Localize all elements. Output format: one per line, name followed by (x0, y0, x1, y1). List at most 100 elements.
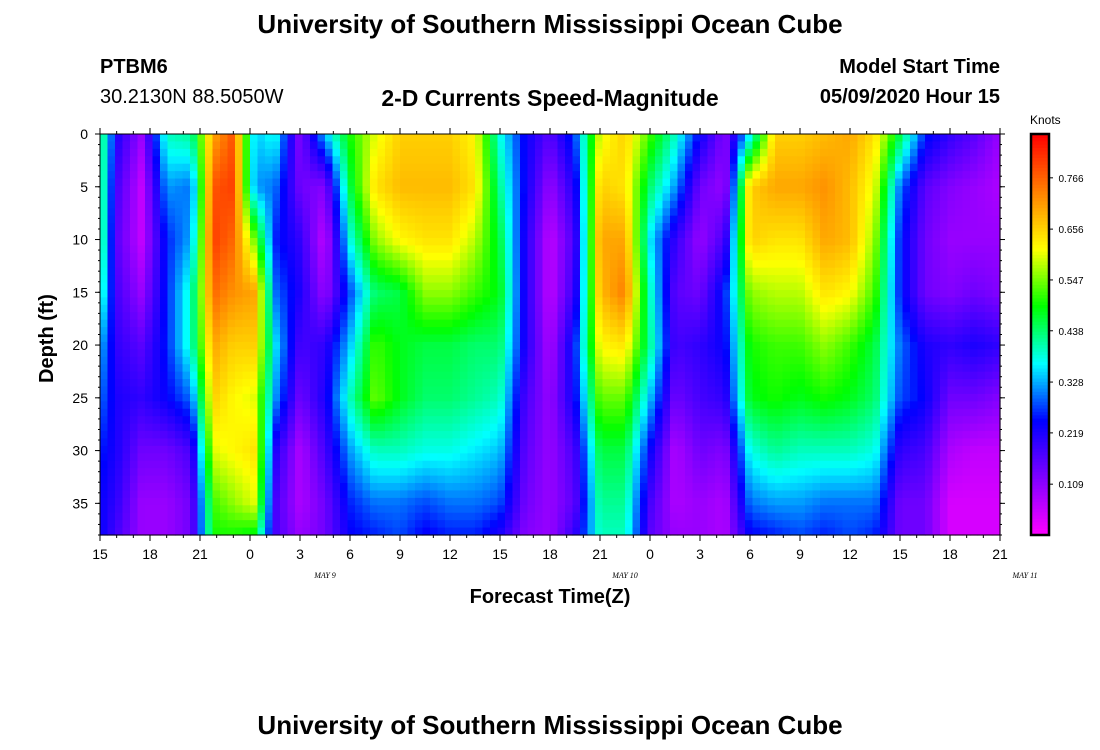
heatmap-cell (280, 237, 289, 246)
heatmap-cell (557, 356, 566, 365)
heatmap-cell (557, 304, 566, 313)
heatmap-cell (595, 252, 604, 261)
heatmap-cell (775, 468, 784, 477)
heatmap-cell (775, 289, 784, 298)
heatmap-cell (670, 490, 679, 499)
heatmap-cell (602, 289, 611, 298)
heatmap-cell (692, 245, 701, 254)
heatmap-cell (715, 520, 724, 529)
heatmap-cell (362, 379, 371, 388)
heatmap-cell (182, 416, 191, 425)
heatmap-cell (595, 185, 604, 195)
heatmap-cell (407, 200, 416, 209)
heatmap-cell (655, 245, 664, 254)
heatmap-cell (647, 416, 656, 425)
heatmap-cell (662, 252, 671, 261)
heatmap-cell (625, 148, 634, 157)
heatmap-cell (445, 252, 454, 261)
heatmap-cell (415, 163, 424, 172)
heatmap-cell (287, 438, 296, 447)
heatmap-cell (145, 445, 154, 454)
heatmap-cell (250, 230, 259, 239)
heatmap-cell (745, 237, 754, 246)
heatmap-cell (730, 512, 739, 521)
heatmap-cell (692, 408, 701, 417)
heatmap-cell (377, 497, 386, 506)
heatmap-cell (325, 438, 334, 447)
heatmap-cell (460, 260, 469, 269)
heatmap-cell (647, 171, 656, 180)
heatmap-cell (565, 371, 574, 380)
heatmap-cell (767, 445, 776, 454)
heatmap-cell (550, 193, 559, 202)
heatmap-cell (437, 393, 446, 402)
heatmap-cell (572, 416, 581, 425)
heatmap-cell (167, 163, 176, 172)
plot-title: 2-D Currents Speed-Magnitude (381, 85, 719, 111)
heatmap-cell (632, 401, 641, 410)
heatmap-cell (715, 349, 724, 358)
heatmap-cell (655, 215, 664, 224)
heatmap-cell (520, 215, 529, 224)
heatmap-cell (415, 230, 424, 239)
heatmap-cell (700, 505, 709, 514)
heatmap-cell (647, 512, 656, 521)
heatmap-cell (407, 453, 416, 462)
heatmap-cell (415, 200, 424, 209)
heatmap-cell (452, 416, 461, 425)
heatmap-cell (752, 260, 761, 269)
heatmap-cell (497, 423, 506, 432)
heatmap-cell (107, 327, 116, 336)
heatmap-cell (235, 185, 244, 195)
heatmap-cell (587, 386, 596, 395)
heatmap-cell (542, 386, 551, 395)
heatmap-cell (415, 416, 424, 425)
heatmap-cell (205, 252, 214, 261)
heatmap-cell (347, 453, 356, 462)
heatmap-cell (617, 275, 626, 284)
heatmap-cell (257, 297, 266, 306)
heatmap-cell (197, 379, 206, 388)
heatmap-cell (707, 505, 716, 514)
heatmap-cell (512, 423, 521, 432)
heatmap-cell (175, 468, 184, 477)
heatmap-cell (122, 223, 131, 232)
heatmap-cell (160, 431, 169, 440)
heatmap-cell (152, 356, 161, 365)
heatmap-cell (550, 460, 559, 469)
heatmap-cell (287, 386, 296, 395)
heatmap-cell (355, 349, 364, 358)
heatmap-cell (362, 475, 371, 484)
heatmap-cell (302, 185, 311, 195)
heatmap-cell (767, 275, 776, 284)
heatmap-cell (362, 356, 371, 365)
heatmap-cell (235, 319, 244, 328)
heatmap-cell (190, 215, 199, 224)
heatmap-cell (347, 134, 356, 143)
heatmap-cell (347, 156, 356, 165)
heatmap-cell (715, 200, 724, 209)
heatmap-cell (430, 445, 439, 454)
heatmap-cell (715, 267, 724, 276)
heatmap-cell (160, 349, 169, 358)
heatmap-cell (557, 156, 566, 165)
heatmap-cell (257, 163, 266, 172)
heatmap-cell (700, 475, 709, 484)
heatmap-cell (752, 512, 761, 521)
heatmap-cell (752, 408, 761, 417)
heatmap-cell (632, 260, 641, 269)
heatmap-cell (445, 527, 454, 536)
heatmap-cell (430, 289, 439, 298)
heatmap-cell (610, 468, 619, 477)
heatmap-cell (167, 312, 176, 321)
heatmap-cell (347, 527, 356, 536)
heatmap-cell (385, 208, 394, 217)
heatmap-cell (527, 163, 536, 172)
heatmap-cell (467, 230, 476, 239)
heatmap-cell (760, 497, 769, 506)
heatmap-cell (235, 141, 244, 150)
heatmap-cell (175, 393, 184, 402)
heatmap-cell (385, 148, 394, 157)
heatmap-cell (460, 512, 469, 521)
heatmap-cell (692, 497, 701, 506)
